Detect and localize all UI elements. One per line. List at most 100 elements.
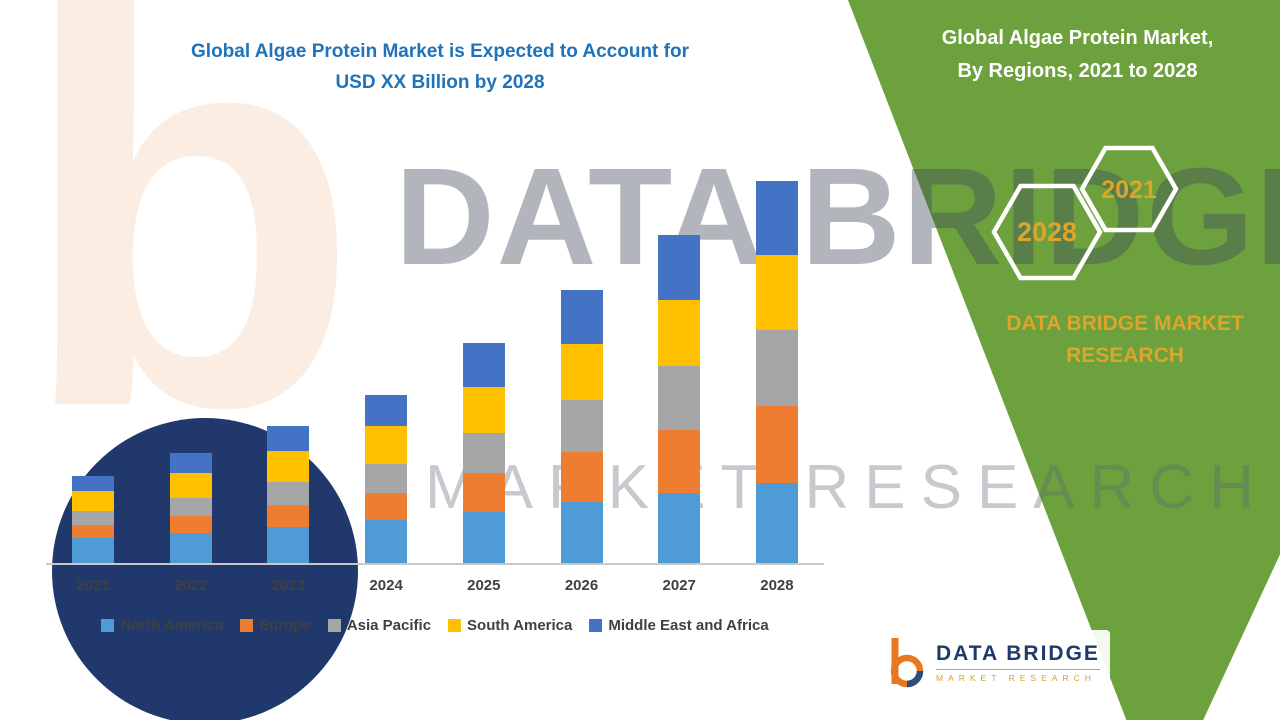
legend-label-middle-east-and-africa: Middle East and Africa — [608, 617, 769, 634]
chart-title: Global Algae Protein Market is Expected … — [95, 36, 785, 99]
legend-swatch-asia-pacific — [327, 619, 341, 632]
legend-label-north-america: North America — [120, 617, 224, 634]
bar-group-2023: 2023 — [267, 426, 310, 594]
bar-segment-north-america — [462, 512, 505, 563]
hexagon-2028-outline — [991, 183, 1103, 281]
legend-label-europe: Europe — [259, 617, 311, 634]
bar-segment-north-america — [755, 483, 798, 563]
bar-segment-south-america — [169, 473, 212, 498]
databridge-logo-subtitle: MARKET RESEARCH — [936, 668, 1100, 683]
side-panel-title: Global Algae Protein Market, By Regions,… — [905, 22, 1250, 88]
bar-segment-europe — [560, 452, 603, 502]
side-panel-title-line1: Global Algae Protein Market, — [941, 27, 1214, 49]
bar-stack-2027 — [658, 235, 701, 563]
bar-segment-south-america — [72, 491, 114, 511]
bar-group-2022: 2022 — [169, 453, 212, 594]
legend-item-asia-pacific: Asia Pacific — [327, 617, 432, 634]
bar-group-2026: 2026 — [560, 290, 603, 594]
x-axis-label-2021: 2021 — [76, 577, 110, 594]
hexagon-2028-label: 2028 — [1017, 217, 1077, 247]
legend-item-south-america: South America — [448, 617, 572, 634]
side-panel-brand-line2: RESEARCH — [1066, 343, 1184, 367]
bar-group-2024: 2024 — [365, 395, 408, 594]
hexagon-2021-outline — [1079, 145, 1179, 233]
x-axis-label-2023: 2023 — [271, 577, 306, 594]
x-axis-label-2028: 2028 — [760, 577, 794, 594]
side-panel-title-line2: By Regions, 2021 to 2028 — [957, 60, 1198, 82]
bar-stack-2025 — [462, 343, 505, 563]
bar-segment-south-america — [267, 451, 310, 482]
bar-segment-north-america — [169, 533, 212, 563]
databridge-b-icon — [890, 638, 924, 688]
bar-group-2028: 2028 — [755, 181, 798, 594]
bar-segment-middle-east-and-africa — [560, 290, 603, 344]
chart-title-line2: USD XX Billion by 2028 — [335, 72, 545, 94]
bar-stack-2021 — [72, 476, 114, 563]
year-hexagons: 2028 2021 — [991, 145, 1179, 281]
legend-item-europe: Europe — [240, 617, 311, 634]
bar-group-2021: 2021 — [72, 476, 114, 594]
legend-label-south-america: South America — [467, 617, 573, 634]
x-axis-label-2026: 2026 — [564, 577, 599, 594]
bar-segment-middle-east-and-africa — [169, 453, 212, 473]
bar-segment-north-america — [658, 493, 701, 563]
bar-segment-asia-pacific — [365, 464, 408, 493]
legend-swatch-europe — [240, 619, 254, 632]
bar-segment-europe — [658, 430, 701, 493]
legend-swatch-south-america — [448, 619, 462, 632]
bar-segment-south-america — [658, 300, 701, 366]
bar-segment-asia-pacific — [755, 330, 798, 406]
x-axis-label-2022: 2022 — [174, 577, 208, 594]
legend-label-asia-pacific: Asia Pacific — [346, 617, 432, 634]
legend-item-middle-east-and-africa: Middle East and Africa — [589, 617, 769, 634]
x-axis-label-2027: 2027 — [662, 577, 696, 594]
watermark-databridge-text: DATA BRIDGE — [395, 140, 1280, 294]
bar-segment-north-america — [267, 527, 310, 563]
bar-segment-asia-pacific — [267, 482, 310, 505]
legend-swatch-north-america — [101, 619, 115, 632]
side-panel-brand-text: DATA BRIDGE MARKET RESEARCH — [960, 308, 1280, 371]
bar-segment-south-america — [755, 255, 798, 330]
bar-segment-europe — [169, 516, 212, 533]
databridge-logo-text: DATA BRIDGE MARKET RESEARCH — [936, 642, 1100, 683]
bar-segment-middle-east-and-africa — [755, 181, 798, 255]
bar-group-2027: 2027 — [658, 235, 701, 594]
databridge-logo: DATA BRIDGE MARKET RESEARCH — [880, 630, 1110, 696]
bar-segment-south-america — [462, 387, 505, 433]
bar-stack-2028 — [755, 181, 798, 563]
bar-segment-asia-pacific — [560, 400, 603, 452]
bar-group-2025: 2025 — [462, 343, 505, 594]
bar-stack-2022 — [169, 453, 212, 563]
bar-segment-middle-east-and-africa — [658, 235, 701, 300]
bar-segment-north-america — [365, 520, 408, 563]
bar-segment-europe — [755, 406, 798, 483]
bar-segment-south-america — [560, 344, 603, 400]
bar-segment-europe — [462, 473, 505, 512]
bar-segment-europe — [72, 525, 114, 538]
bar-segment-asia-pacific — [169, 498, 212, 516]
bar-segment-north-america — [560, 502, 603, 563]
watermark-b-logo-icon: b — [18, 0, 361, 523]
bar-segment-middle-east-and-africa — [365, 395, 408, 426]
bar-stack-2024 — [365, 395, 408, 563]
bar-segment-europe — [267, 505, 310, 527]
chart-title-line1: Global Algae Protein Market is Expected … — [191, 41, 689, 62]
bar-segment-middle-east-and-africa — [267, 426, 310, 451]
bar-segment-north-america — [72, 538, 114, 563]
bar-segment-asia-pacific — [658, 366, 701, 430]
x-axis-label-2024: 2024 — [369, 577, 403, 594]
bar-stack-2026 — [560, 290, 603, 563]
legend-swatch-middle-east-and-africa — [589, 619, 603, 632]
bar-segment-asia-pacific — [462, 433, 505, 473]
databridge-logo-name: DATA BRIDGE — [936, 641, 1100, 665]
hexagon-2021-label: 2021 — [1101, 176, 1157, 204]
bar-segment-middle-east-and-africa — [462, 343, 505, 387]
bar-segment-asia-pacific — [72, 511, 114, 525]
bar-stack-2023 — [267, 426, 310, 563]
bar-segment-europe — [365, 493, 408, 520]
bar-segment-south-america — [365, 426, 408, 464]
side-panel-brand-line1: DATA BRIDGE MARKET — [1006, 312, 1244, 335]
legend-item-north-america: North America — [101, 617, 223, 634]
x-axis-label-2025: 2025 — [467, 577, 501, 594]
